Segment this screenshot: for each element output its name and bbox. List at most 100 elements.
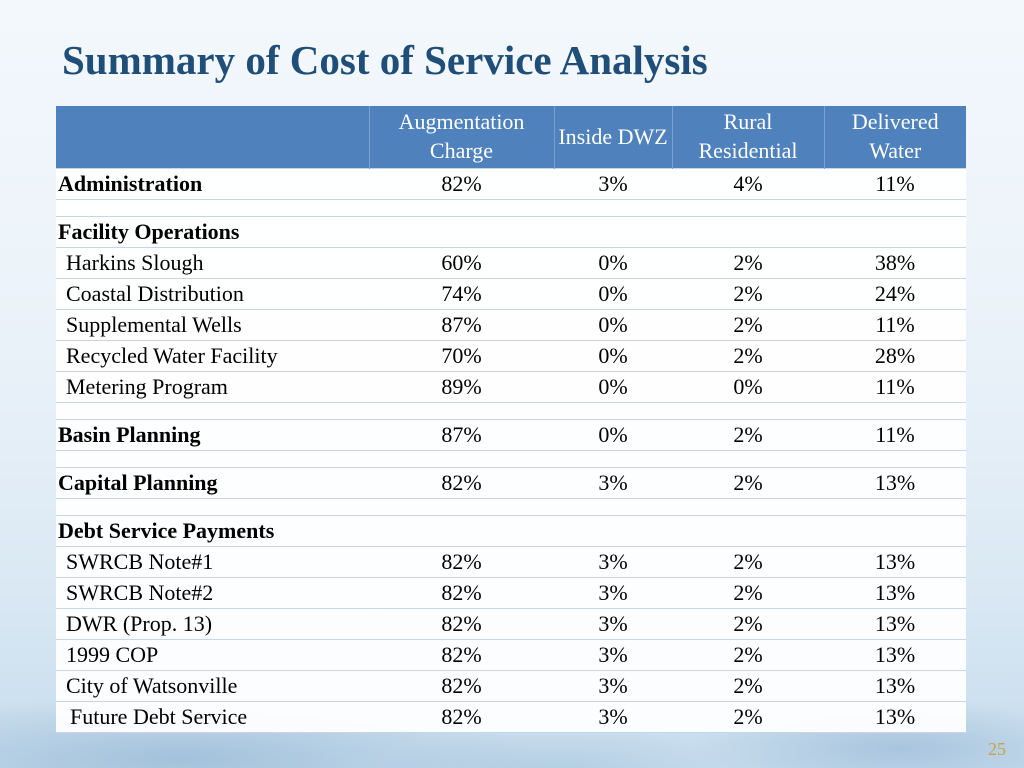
- spacer-cell: [672, 199, 824, 217]
- spacer-cell: [56, 450, 369, 468]
- spacer-cell: [369, 498, 554, 516]
- table-header: Augmentation Charge Inside DWZ Rural Res…: [56, 106, 966, 169]
- spacer-cell: [672, 498, 824, 516]
- delivered-water-value: 11%: [824, 419, 966, 451]
- delivered-water-value: 11%: [824, 371, 966, 403]
- rural-residential-value: 2%: [672, 577, 824, 609]
- rural-residential-value: 2%: [672, 639, 824, 671]
- row-label: Coastal Distribution: [56, 278, 369, 310]
- delivered-water-value: 38%: [824, 247, 966, 279]
- empty-cell: [672, 216, 824, 248]
- inside-dwz-value: 3%: [554, 546, 672, 578]
- page-number: 25: [988, 739, 1006, 759]
- delivered-water-value: 13%: [824, 546, 966, 578]
- rural-residential-value: 2%: [672, 701, 824, 733]
- inside-dwz-value: 3%: [554, 168, 672, 200]
- spacer-cell: [369, 402, 554, 420]
- cost-of-service-table-container: Augmentation Charge Inside DWZ Rural Res…: [56, 106, 966, 733]
- rural-residential-value: 2%: [672, 309, 824, 341]
- table-spacer-row: [56, 402, 966, 420]
- inside-dwz-value: 0%: [554, 419, 672, 451]
- rural-residential-value: 2%: [672, 608, 824, 640]
- table-row: Harkins Slough 60% 0% 2% 38%: [56, 247, 966, 279]
- empty-cell: [672, 515, 824, 547]
- header-row: Augmentation Charge Inside DWZ Rural Res…: [56, 106, 966, 169]
- inside-dwz-value: 0%: [554, 340, 672, 372]
- augmentation-charge-value: 82%: [369, 546, 554, 578]
- inside-dwz-value: 3%: [554, 467, 672, 499]
- spacer-cell: [56, 199, 369, 217]
- table-spacer-row: [56, 199, 966, 217]
- table-row: Basin Planning 87% 0% 2% 11%: [56, 419, 966, 451]
- row-label: 1999 COP: [56, 639, 369, 671]
- inside-dwz-value: 3%: [554, 639, 672, 671]
- empty-cell: [824, 216, 966, 248]
- augmentation-charge-value: 82%: [369, 608, 554, 640]
- section-label: Facility Operations: [56, 216, 369, 248]
- empty-cell: [824, 515, 966, 547]
- table-section-row: Facility Operations: [56, 216, 966, 248]
- delivered-water-value: 24%: [824, 278, 966, 310]
- table-row: SWRCB Note#1 82% 3% 2% 13%: [56, 546, 966, 578]
- slide-title: Summary of Cost of Service Analysis: [62, 37, 708, 83]
- delivered-water-value: 13%: [824, 608, 966, 640]
- table-row: Recycled Water Facility 70% 0% 2% 28%: [56, 340, 966, 372]
- table-body: Administration 82% 3% 4% 11% Facility Operati…: [56, 168, 966, 733]
- rural-residential-value: 2%: [672, 419, 824, 451]
- spacer-cell: [56, 402, 369, 420]
- delivered-water-value: 11%: [824, 168, 966, 200]
- augmentation-charge-value: 60%: [369, 247, 554, 279]
- spacer-cell: [824, 450, 966, 468]
- rural-residential-value: 2%: [672, 670, 824, 702]
- spacer-cell: [56, 498, 369, 516]
- delivered-water-value: 11%: [824, 309, 966, 341]
- delivered-water-value: 13%: [824, 701, 966, 733]
- header-cell-category: [56, 106, 369, 169]
- table-spacer-row: [56, 450, 966, 468]
- empty-cell: [369, 216, 554, 248]
- row-label: City of Watsonville: [56, 670, 369, 702]
- spacer-cell: [824, 199, 966, 217]
- section-label: Debt Service Payments: [56, 515, 369, 547]
- row-label: Capital Planning: [56, 467, 369, 499]
- row-label: Administration: [56, 168, 369, 200]
- augmentation-charge-value: 82%: [369, 467, 554, 499]
- rural-residential-value: 2%: [672, 546, 824, 578]
- spacer-cell: [672, 402, 824, 420]
- row-label: SWRCB Note#2: [56, 577, 369, 609]
- rural-residential-value: 2%: [672, 247, 824, 279]
- rural-residential-value: 2%: [672, 278, 824, 310]
- augmentation-charge-value: 82%: [369, 639, 554, 671]
- row-label: Basin Planning: [56, 419, 369, 451]
- augmentation-charge-value: 87%: [369, 419, 554, 451]
- delivered-water-value: 13%: [824, 467, 966, 499]
- augmentation-charge-value: 74%: [369, 278, 554, 310]
- empty-cell: [554, 515, 672, 547]
- spacer-cell: [554, 199, 672, 217]
- spacer-cell: [369, 450, 554, 468]
- spacer-cell: [824, 402, 966, 420]
- augmentation-charge-value: 82%: [369, 168, 554, 200]
- augmentation-charge-value: 87%: [369, 309, 554, 341]
- inside-dwz-value: 0%: [554, 278, 672, 310]
- spacer-cell: [369, 199, 554, 217]
- header-cell-augmentation-charge: Augmentation Charge: [368, 106, 554, 169]
- row-label: DWR (Prop. 13): [56, 608, 369, 640]
- table-row: Administration 82% 3% 4% 11%: [56, 168, 966, 200]
- row-label: SWRCB Note#1: [56, 546, 369, 578]
- table-spacer-row: [56, 498, 966, 516]
- rural-residential-value: 2%: [672, 467, 824, 499]
- delivered-water-value: 28%: [824, 340, 966, 372]
- table-row: Metering Program 89% 0% 0% 11%: [56, 371, 966, 403]
- table-row: Coastal Distribution 74% 0% 2% 24%: [56, 278, 966, 310]
- header-cell-rural-residential: Rural Residential: [671, 106, 824, 169]
- table-row: City of Watsonville 82% 3% 2% 13%: [56, 670, 966, 702]
- table-row: Supplemental Wells 87% 0% 2% 11%: [56, 309, 966, 341]
- table-row: 1999 COP 82% 3% 2% 13%: [56, 639, 966, 671]
- row-label: Recycled Water Facility: [56, 340, 369, 372]
- row-label: Harkins Slough: [56, 247, 369, 279]
- row-label: Supplemental Wells: [56, 309, 369, 341]
- inside-dwz-value: 3%: [554, 577, 672, 609]
- header-cell-delivered-water: Delivered Water: [823, 106, 966, 169]
- augmentation-charge-value: 82%: [369, 577, 554, 609]
